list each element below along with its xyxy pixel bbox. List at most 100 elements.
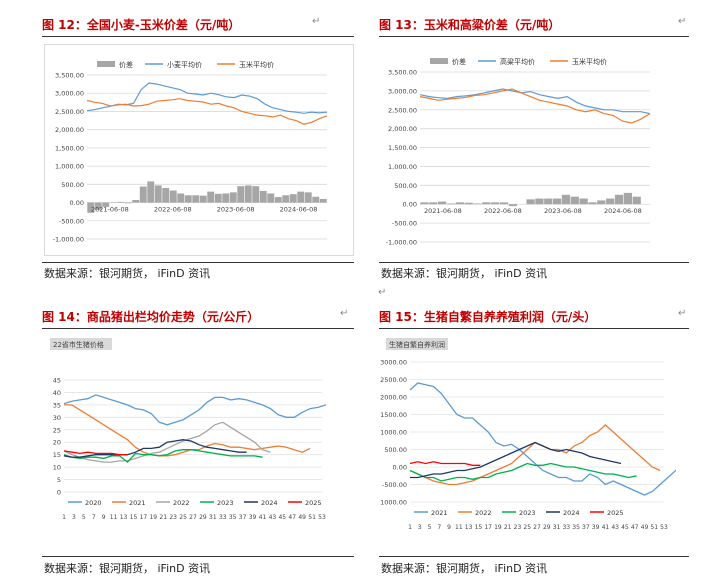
fig15-bottom-rule [379, 556, 689, 557]
x-tick-label: 41 [602, 524, 610, 531]
legend-label: 玉米平均价 [239, 60, 274, 69]
legend-label: 2022 [475, 509, 492, 517]
spread-bar [252, 186, 260, 203]
spread-bar [192, 195, 200, 203]
spread-bar [491, 202, 500, 205]
series-line-2021 [409, 382, 684, 496]
x-tick-label: 2022-06-08 [154, 206, 192, 214]
y-tick-label: 0.00 [70, 199, 84, 207]
spread-bar [552, 198, 562, 205]
x-tick-label: 15 [130, 514, 138, 521]
x-tick-label: 5 [428, 524, 432, 531]
x-tick-label: 51 [308, 514, 316, 521]
y-tick-label: 35 [53, 401, 61, 409]
series-line-2024 [410, 441, 622, 479]
y-tick-label: 1,500.00 [55, 144, 84, 152]
x-tick-label: 25 [523, 524, 531, 531]
spread-bar [87, 202, 95, 213]
legend-swatch [97, 61, 115, 67]
x-tick-label: 33 [219, 514, 227, 521]
x-tick-label: 47 [631, 524, 639, 531]
x-tick-label: 45 [621, 524, 629, 531]
y-tick-label: 3,000.00 [55, 90, 84, 98]
spread-bar [446, 203, 456, 205]
legend-swatch [430, 58, 448, 64]
series-line-2020 [63, 394, 327, 426]
fig15-source: 数据来源：银河期货， iFinD 资讯 [381, 562, 548, 575]
spread-bar [244, 185, 252, 203]
x-tick-label: 17 [484, 524, 492, 531]
x-tick-label: 39 [592, 524, 600, 531]
spread-bar [229, 192, 237, 203]
y-tick-label: 1000.00 [380, 429, 407, 437]
spread-bar [437, 201, 447, 205]
spread-bar [606, 198, 615, 205]
fig15-title: 图 15：生猪自繁自养养殖利润（元/头） [379, 310, 597, 324]
x-tick-label: 29 [199, 514, 207, 521]
x-tick-label: 11 [455, 524, 463, 531]
y-tick-label: 20 [53, 439, 61, 447]
x-tick-label: 1 [62, 514, 66, 521]
x-tick-label: 7 [92, 514, 96, 521]
series-line-corn [419, 88, 651, 124]
legend-label: 2025 [607, 509, 624, 517]
spread-bar [570, 196, 579, 205]
x-tick-label: 33 [562, 524, 570, 531]
x-tick-label: 37 [239, 514, 247, 521]
x-tick-label: 27 [189, 514, 197, 521]
x-tick-label: 9 [447, 524, 451, 531]
y-tick-label: 500.00 [384, 446, 407, 454]
x-tick-label: 19 [149, 514, 157, 521]
fig13-top-rule [379, 36, 689, 37]
y-tick-label: 25 [53, 426, 61, 434]
y-tick-label: 5 [57, 476, 61, 484]
y-tick-label: 3,500.00 [388, 69, 417, 77]
y-tick-label: 0.00 [393, 464, 407, 472]
fig14-top-rule [42, 328, 354, 329]
x-tick-label: 35 [229, 514, 237, 521]
x-tick-label: 23 [169, 514, 177, 521]
x-tick-label: 39 [249, 514, 257, 521]
fig12-source: 数据来源：银河期货， iFinD 资讯 [44, 267, 211, 280]
spread-bar [632, 196, 641, 205]
x-tick-label: 41 [259, 514, 267, 521]
spread-bar [623, 192, 633, 205]
y-tick-label: -500.00 [59, 217, 84, 225]
legend-label: 2025 [305, 499, 322, 507]
x-tick-label: 29 [543, 524, 551, 531]
legend-label: 2024 [563, 509, 580, 517]
y-tick-label: 500.00 [61, 181, 84, 189]
y-tick-label: 1,000.00 [388, 163, 417, 171]
spread-bar [132, 200, 140, 203]
legend-label: 价差 [119, 60, 133, 69]
y-tick-label: 2,000.00 [388, 125, 417, 133]
spread-bar [482, 202, 491, 205]
fig13-title: 图 13：玉米和高粱价差（元/吨） [379, 18, 561, 32]
x-tick-label: 35 [572, 524, 580, 531]
chart-title: 生猪自繁自养利润 [389, 340, 445, 349]
x-tick-label: 2021-06-08 [91, 206, 129, 214]
spread-bar [147, 181, 155, 203]
x-tick-label: 51 [650, 524, 658, 531]
x-tick-label: 31 [553, 524, 561, 531]
y-tick-label: -500.00 [392, 220, 417, 228]
spread-bar [94, 202, 102, 210]
x-tick-label: 3 [418, 524, 422, 531]
x-tick-label: 25 [179, 514, 187, 521]
y-tick-label: 1,000.00 [55, 163, 84, 171]
fig14-bottom-rule [42, 556, 354, 557]
x-tick-label: 21 [504, 524, 512, 531]
legend-label: 价差 [452, 57, 466, 66]
fig12-top-rule [42, 36, 354, 37]
x-tick-label: 9 [102, 514, 106, 521]
fig12-title: 图 12：全国小麦-玉米价差（元/吨） [42, 18, 241, 32]
x-tick-label: 5 [82, 514, 86, 521]
spread-bar [199, 195, 207, 203]
x-tick-label: 13 [465, 524, 473, 531]
x-tick-label: 17 [140, 514, 148, 521]
y-tick-label: 1,500.00 [388, 144, 417, 152]
spread-bar [139, 186, 147, 203]
spread-bar [282, 195, 290, 203]
spread-bar [588, 202, 597, 205]
